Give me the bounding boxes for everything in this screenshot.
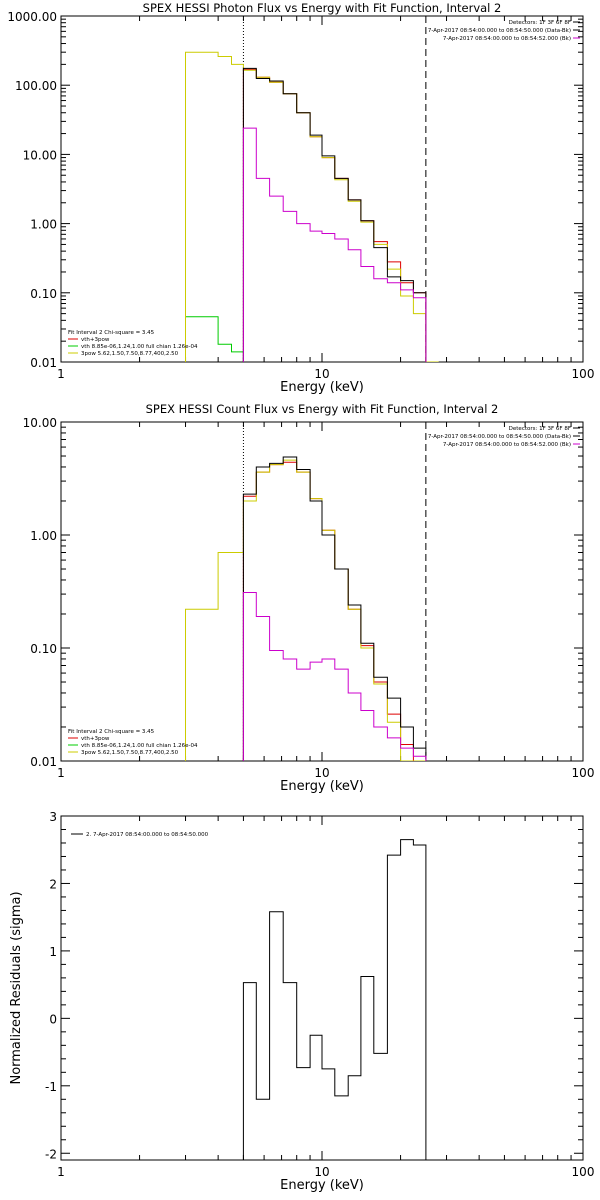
plot-area [185, 16, 439, 362]
x-tick-label: 100 [572, 367, 595, 381]
x-tick-label: 100 [572, 1165, 595, 1179]
x-tick-label: 100 [572, 766, 595, 780]
series-line-5 [242, 127, 427, 362]
legend-entry: 3pow 5.62,1.50,7.50,8.77,400,2.50 [81, 750, 179, 756]
y-tick-label: 1 [49, 945, 57, 959]
y-tick-label: 3 [49, 810, 57, 824]
header-text: Detectors: 1F 3F 6F 8F [509, 20, 571, 26]
plot-area [242, 839, 427, 1160]
plot-frame [60, 815, 584, 1161]
series-line-1 [242, 839, 427, 1160]
y-tick-label: 0.01 [30, 356, 57, 370]
legend-entry: vth+3pow [81, 337, 110, 343]
header-text: 7-Apr-2017 08:54:00.000 to 08:54:50.000 … [428, 434, 571, 440]
x-tick-label: 10 [314, 766, 329, 780]
series-line-1 [242, 68, 427, 362]
x-tick-label: 1 [57, 1165, 65, 1179]
legend-entry: 3pow 5.62,1.50,7.50,8.77,400,2.50 [81, 351, 179, 357]
y-tick-label: 0.01 [30, 755, 57, 769]
y-tick-label: 2 [49, 877, 57, 891]
header-text: 7-Apr-2017 08:54:00.000 to 08:54:50.000 … [428, 28, 571, 34]
y-tick-label: 0.10 [30, 642, 57, 656]
legend-entry: 2. 7-Apr-2017 08:54:00.000 to 08:54:50.0… [86, 832, 209, 838]
x-axis-label: Energy (keV) [280, 1178, 364, 1193]
y-tick-label: 1000.00 [7, 10, 57, 24]
y-tick-label: 0.10 [30, 287, 57, 301]
y-tick-label: 10.00 [23, 148, 57, 162]
x-tick-label: 1 [57, 766, 65, 780]
header-text: 7-Apr-2017 08:54:00.000 to 08:54:52.000 … [443, 36, 571, 42]
y-tick-label: 1.00 [30, 218, 57, 232]
y-tick-label: 100.00 [15, 79, 57, 93]
legend-entry: vth 8.85e-06,1.24,1.00 full chian 1.26e-… [81, 743, 198, 749]
series-line-4 [242, 456, 427, 761]
panel-3: Energy (keV) Normalized Residuals (sigma)… [9, 810, 594, 1193]
x-tick-label: 1 [57, 367, 65, 381]
series-line-3 [185, 51, 439, 362]
legend-entry: vth 8.85e-06,1.24,1.00 full chian 1.26e-… [81, 344, 198, 350]
y-tick-label: -1 [45, 1080, 57, 1094]
y-tick-label: 0 [49, 1012, 57, 1026]
y-axis-label: Normalized Residuals (sigma) [9, 891, 24, 1084]
panel-1: SPEX HESSI Photon Flux vs Energy with Fi… [7, 1, 594, 395]
y-tick-label: -2 [45, 1147, 57, 1161]
plot-frame [60, 421, 584, 762]
legend-title: Fit Interval 2 Chi-square = 3.45 [68, 729, 155, 735]
series-line-2 [185, 316, 244, 362]
y-tick-label: 10.00 [23, 416, 57, 430]
header-text: 7-Apr-2017 08:54:00.000 to 08:54:52.000 … [443, 442, 571, 448]
x-tick-label: 10 [314, 1165, 329, 1179]
plot-frame [60, 15, 584, 363]
y-tick-label: 1.00 [30, 529, 57, 543]
legend-title: Fit Interval 2 Chi-square = 3.45 [68, 330, 155, 336]
legend-entry: vth+3pow [81, 736, 110, 742]
series-line-3 [185, 459, 426, 761]
header-text: Detectors: 1F 3F 6F 8F [509, 426, 571, 432]
chart-title: SPEX HESSI Photon Flux vs Energy with Fi… [143, 1, 502, 15]
series-line-1 [242, 461, 426, 761]
chart-title: SPEX HESSI Count Flux vs Energy with Fit… [146, 402, 499, 416]
x-axis-label: Energy (keV) [280, 380, 364, 395]
x-tick-label: 10 [314, 367, 329, 381]
series-line-5 [242, 592, 427, 761]
series-line-4 [242, 67, 427, 362]
plot-area [185, 422, 427, 761]
x-axis-label: Energy (keV) [280, 779, 364, 794]
panel-2: SPEX HESSI Count Flux vs Energy with Fit… [23, 402, 595, 794]
